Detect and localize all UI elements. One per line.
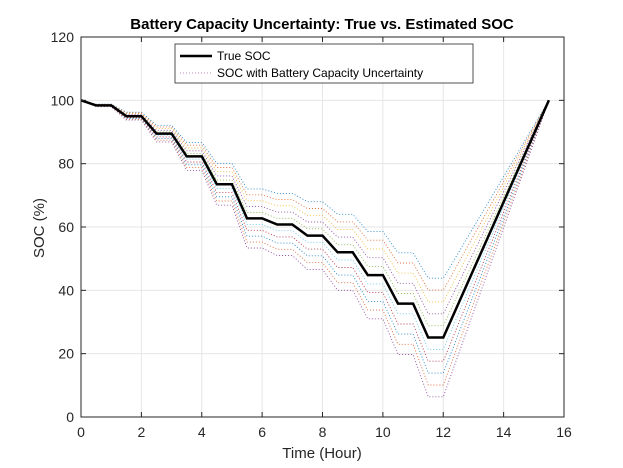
y-tick-label: 100: [51, 92, 75, 108]
x-tick-label: 4: [198, 424, 206, 440]
ticks: [80, 36, 565, 418]
x-tick-labels: 0 2 4 6 8 10 12 14 16: [77, 424, 572, 440]
legend: True SOC SOC with Battery Capacity Uncer…: [174, 43, 474, 84]
uncertainty-series-line: [80, 99, 550, 291]
x-axis-label: Time (Hour): [282, 445, 361, 462]
true-soc-series: [80, 99, 551, 339]
uncertainty-series-line: [80, 99, 550, 279]
legend-true-soc-label: True SOC: [217, 49, 271, 63]
y-tick-label: 80: [58, 156, 74, 172]
x-tick-label: 2: [137, 424, 145, 440]
uncertainty-series-line: [80, 99, 550, 303]
x-tick-label: 14: [496, 424, 512, 440]
x-tick-label: 12: [435, 424, 451, 440]
true-soc-line: [80, 99, 551, 339]
x-tick-label: 6: [258, 424, 266, 440]
x-tick-label: 8: [319, 424, 327, 440]
uncertainty-series-line: [80, 99, 550, 327]
y-axis-label: SOC (%): [31, 198, 48, 258]
y-tick-label: 60: [58, 219, 74, 235]
y-tick-labels: 0 20 40 60 80 100 120: [51, 29, 75, 425]
uncertainty-series-line: [80, 99, 550, 374]
y-tick-label: 0: [66, 409, 74, 425]
legend-uncertainty-label: SOC with Battery Capacity Uncertainty: [217, 66, 423, 80]
legend-box: [174, 43, 474, 84]
chart-title: Battery Capacity Uncertainty: True vs. E…: [130, 16, 514, 33]
y-tick-label: 120: [51, 29, 75, 45]
x-tick-label: 10: [375, 424, 391, 440]
x-tick-label: 16: [556, 424, 572, 440]
x-tick-label: 0: [77, 424, 85, 440]
y-tick-label: 40: [58, 282, 74, 298]
uncertainty-series-line: [80, 99, 550, 315]
y-tick-label: 20: [58, 346, 74, 362]
